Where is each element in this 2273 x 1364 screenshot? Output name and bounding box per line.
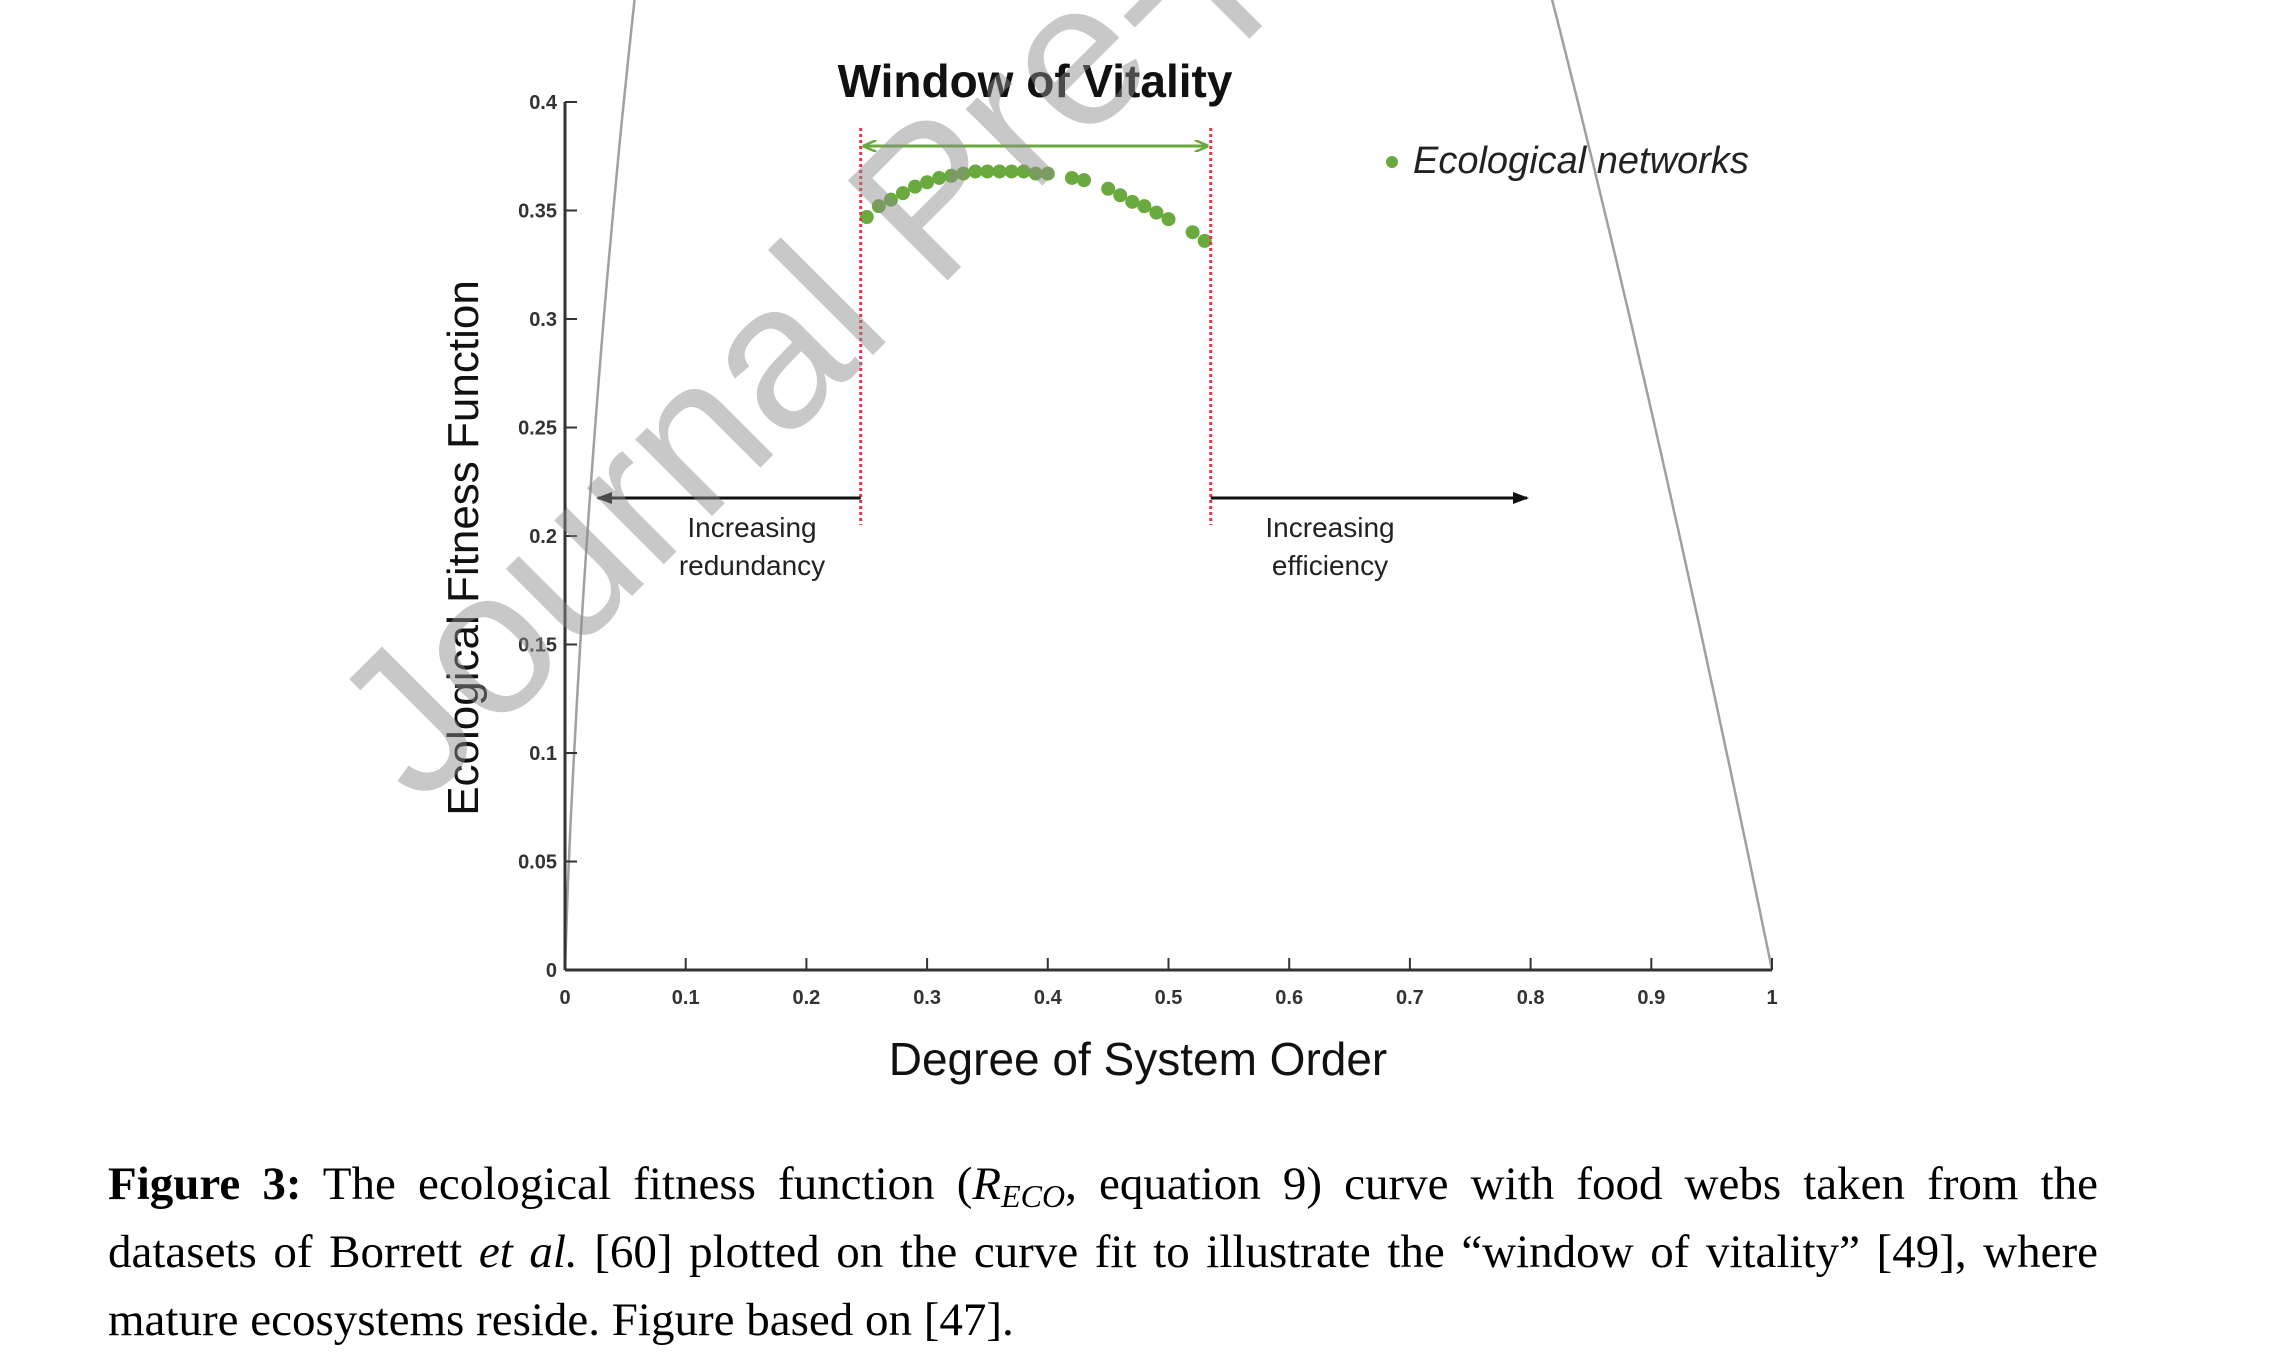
data-point bbox=[956, 166, 971, 181]
x-tick-label: 0 bbox=[559, 987, 570, 1009]
y-axis-label: Ecological Fitness Function bbox=[439, 280, 488, 816]
data-point bbox=[1125, 194, 1140, 209]
y-tick-label: 0 bbox=[546, 960, 557, 982]
x-tick-label: 0.6 bbox=[1275, 987, 1303, 1009]
x-tick-label: 0.7 bbox=[1396, 987, 1424, 1009]
figure-3-chart: Increasing redundancy Increasing efficie… bbox=[289, 0, 1778, 1085]
caption-text-3: [60] plotted on the curve fit to illustr… bbox=[108, 1226, 2098, 1346]
data-point bbox=[1016, 164, 1031, 179]
plot-area: Increasing redundancy Increasing efficie… bbox=[563, 0, 1774, 971]
fitness-curve bbox=[563, 0, 1774, 971]
annotation-redundancy-line-1: Increasing bbox=[687, 512, 816, 543]
data-point bbox=[992, 164, 1007, 179]
y-tick-label: 0.35 bbox=[518, 201, 557, 223]
data-point bbox=[1113, 188, 1128, 203]
data-point bbox=[1137, 199, 1152, 214]
caption-etal: et al. bbox=[478, 1226, 578, 1278]
data-point bbox=[871, 199, 886, 214]
chart-title: Window of Vitality bbox=[838, 55, 1233, 107]
data-point bbox=[883, 192, 898, 207]
legend: Ecological networks bbox=[1386, 140, 1749, 182]
legend-marker-ecological-networks bbox=[1386, 156, 1398, 168]
caption-symbol-subscript: ECO bbox=[1001, 1178, 1066, 1214]
x-tick-label: 0.5 bbox=[1155, 987, 1183, 1009]
data-point bbox=[920, 175, 935, 190]
x-tick-label: 0.2 bbox=[792, 987, 820, 1009]
legend-label-ecological-networks: Ecological networks bbox=[1413, 140, 1749, 182]
data-point bbox=[1040, 166, 1055, 181]
data-point bbox=[1185, 225, 1200, 240]
caption-label: Figure 3: bbox=[108, 1158, 302, 1210]
y-tick-label: 0.15 bbox=[518, 635, 557, 657]
data-point bbox=[1149, 205, 1164, 220]
caption-text-2: , equation 9) curve with food webs taken… bbox=[108, 1158, 2099, 1278]
data-point bbox=[980, 164, 995, 179]
x-tick-label: 0.1 bbox=[672, 987, 700, 1009]
figure-caption: Figure 3: The ecological fitness functio… bbox=[108, 1150, 2098, 1354]
data-point bbox=[944, 168, 959, 183]
x-ticks: 0 0.1 0.2 0.3 0.4 0.5 0.6 0.7 0.8 0.9 1 bbox=[559, 958, 1778, 1009]
annotation-efficiency-line-1: Increasing bbox=[1265, 512, 1394, 543]
annotation-redundancy-line-2: redundancy bbox=[679, 550, 825, 581]
data-point bbox=[932, 170, 947, 185]
x-axis-label: Degree of System Order bbox=[889, 1033, 1388, 1085]
data-point bbox=[908, 179, 923, 194]
data-point bbox=[1101, 181, 1116, 196]
data-point bbox=[1077, 173, 1092, 188]
ecological-network-points bbox=[859, 164, 1212, 248]
data-point bbox=[895, 186, 910, 201]
y-tick-label: 0.05 bbox=[518, 852, 557, 874]
y-tick-label: 0.3 bbox=[529, 309, 557, 331]
data-point bbox=[1028, 166, 1043, 181]
y-ticks: 0 0.05 0.1 0.15 0.2 0.25 0.3 0.35 0.4 bbox=[518, 92, 577, 982]
data-point bbox=[968, 164, 983, 179]
caption-symbol: R bbox=[972, 1158, 1002, 1210]
y-tick-label: 0.25 bbox=[518, 418, 557, 440]
x-tick-label: 0.3 bbox=[913, 987, 941, 1009]
x-tick-label: 1 bbox=[1766, 987, 1777, 1009]
data-point bbox=[1197, 233, 1212, 248]
x-tick-label: 0.4 bbox=[1034, 987, 1063, 1009]
axes: 0 0.1 0.2 0.3 0.4 0.5 0.6 0.7 0.8 0.9 1 0 0.05 0.1 0.… bbox=[439, 92, 1778, 1085]
x-tick-label: 0.8 bbox=[1517, 987, 1545, 1009]
y-tick-label: 0.4 bbox=[529, 92, 558, 114]
data-point bbox=[1064, 170, 1079, 185]
data-point bbox=[1004, 164, 1019, 179]
data-point bbox=[859, 210, 874, 225]
data-point bbox=[1161, 212, 1176, 227]
caption-text-1: The ecological fitness function ( bbox=[301, 1158, 973, 1210]
annotation-efficiency-line-2: efficiency bbox=[1272, 550, 1388, 581]
x-tick-label: 0.9 bbox=[1637, 987, 1665, 1009]
y-tick-label: 0.2 bbox=[529, 526, 557, 548]
y-tick-label: 0.1 bbox=[529, 743, 557, 765]
